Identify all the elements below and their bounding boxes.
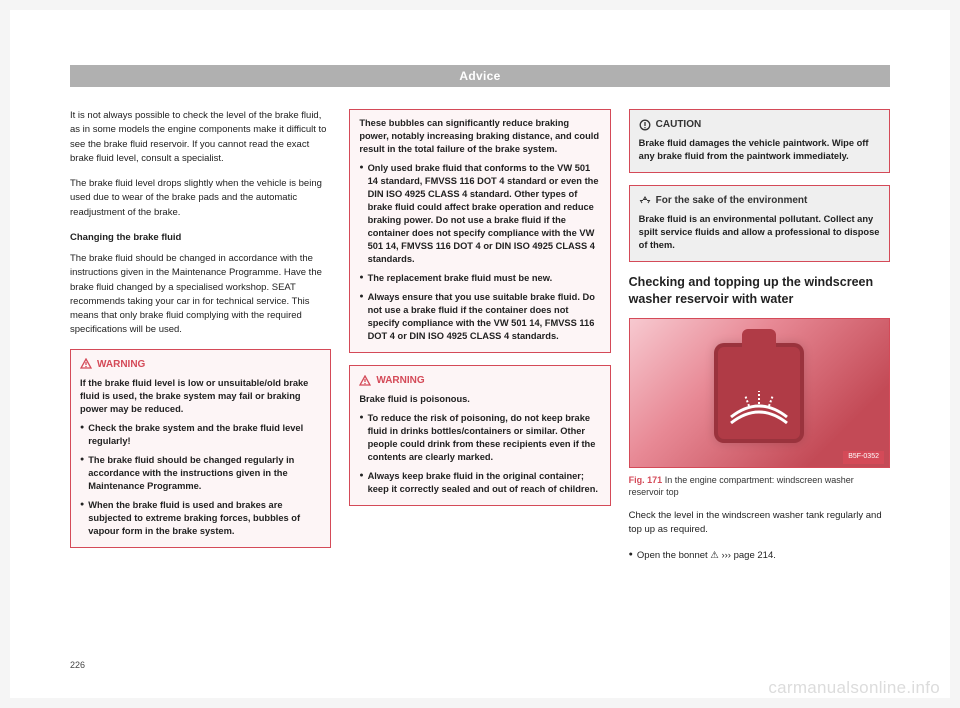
body-text: It is not always possible to check the l… bbox=[70, 109, 331, 166]
warning-triangle-icon bbox=[359, 375, 371, 387]
column-2: These bubbles can significantly reduce b… bbox=[349, 109, 610, 563]
body-text: The brake fluid level drops slightly whe… bbox=[70, 177, 331, 220]
figure-image: B5F-0352 bbox=[629, 318, 890, 468]
caution-title: CAUTION bbox=[656, 117, 702, 132]
subsection-heading: Changing the brake fluid bbox=[70, 231, 331, 245]
page-section-header: Advice bbox=[70, 65, 890, 87]
warning-header: WARNING bbox=[359, 373, 600, 388]
caution-box: CAUTION Brake fluid damages the vehicle … bbox=[629, 109, 890, 173]
bullet-item: The brake fluid should be changed regula… bbox=[80, 454, 321, 493]
warning-text: These bubbles can significantly reduce b… bbox=[359, 117, 600, 156]
warning-text: Brake fluid is poisonous. bbox=[359, 393, 600, 406]
bullet-item: When the brake fluid is used and brakes … bbox=[80, 499, 321, 538]
recycle-icon bbox=[639, 195, 651, 207]
warning-text: If the brake fluid level is low or unsui… bbox=[80, 377, 321, 416]
column-3: CAUTION Brake fluid damages the vehicle … bbox=[629, 109, 890, 563]
warning-box: WARNING If the brake fluid level is low … bbox=[70, 349, 331, 548]
warning-body: If the brake fluid level is low or unsui… bbox=[80, 377, 321, 538]
figure-caption: Fig. 171 In the engine compartment: wind… bbox=[629, 474, 890, 499]
bullet-item: To reduce the risk of poisoning, do not … bbox=[359, 412, 600, 464]
warning-header: WARNING bbox=[80, 357, 321, 372]
warning-continuation-box: These bubbles can significantly reduce b… bbox=[349, 109, 610, 353]
warning-box: WARNING Brake fluid is poisonous. To red… bbox=[349, 365, 610, 506]
body-text: Check the level in the windscreen washer… bbox=[629, 509, 890, 538]
environment-body: Brake fluid is an environmental pollutan… bbox=[639, 213, 880, 252]
windscreen-washer-icon bbox=[727, 389, 791, 425]
warning-body: These bubbles can significantly reduce b… bbox=[359, 117, 600, 343]
manual-page: Advice It is not always possible to chec… bbox=[10, 10, 950, 698]
body-text: The brake fluid should be changed in acc… bbox=[70, 252, 331, 338]
warning-triangle-icon bbox=[80, 358, 92, 370]
column-1: It is not always possible to check the l… bbox=[70, 109, 331, 563]
caution-header: CAUTION bbox=[639, 117, 880, 132]
figure-number: Fig. 171 bbox=[629, 475, 663, 485]
caution-circle-icon bbox=[639, 119, 651, 131]
warning-title: WARNING bbox=[376, 373, 424, 388]
page-number: 226 bbox=[70, 660, 85, 670]
warning-title: WARNING bbox=[97, 357, 145, 372]
caution-body: Brake fluid damages the vehicle paintwor… bbox=[639, 137, 880, 163]
warning-body: Brake fluid is poisonous. To reduce the … bbox=[359, 393, 600, 496]
section-heading: Checking and topping up the windscreen w… bbox=[629, 274, 890, 308]
environment-title: For the sake of the environment bbox=[656, 193, 808, 208]
content-columns: It is not always possible to check the l… bbox=[70, 109, 890, 563]
figure-caption-text: In the engine compartment: windscreen wa… bbox=[629, 475, 854, 498]
bullet-item: Only used brake fluid that conforms to t… bbox=[359, 162, 600, 266]
environment-box: For the sake of the environment Brake fl… bbox=[629, 185, 890, 262]
washer-cap-illustration bbox=[714, 343, 804, 443]
bullet-item: Check the brake system and the brake flu… bbox=[80, 422, 321, 448]
bullet-item: Always keep brake fluid in the original … bbox=[359, 470, 600, 496]
environment-header: For the sake of the environment bbox=[639, 193, 880, 208]
bullet-item: Open the bonnet ⚠ ››› page 214. bbox=[629, 549, 890, 563]
figure-label: B5F-0352 bbox=[843, 451, 884, 464]
bullet-item: The replacement brake fluid must be new. bbox=[359, 272, 600, 285]
bullet-item: Always ensure that you use suitable brak… bbox=[359, 291, 600, 343]
watermark: carmanualsonline.info bbox=[768, 678, 940, 698]
